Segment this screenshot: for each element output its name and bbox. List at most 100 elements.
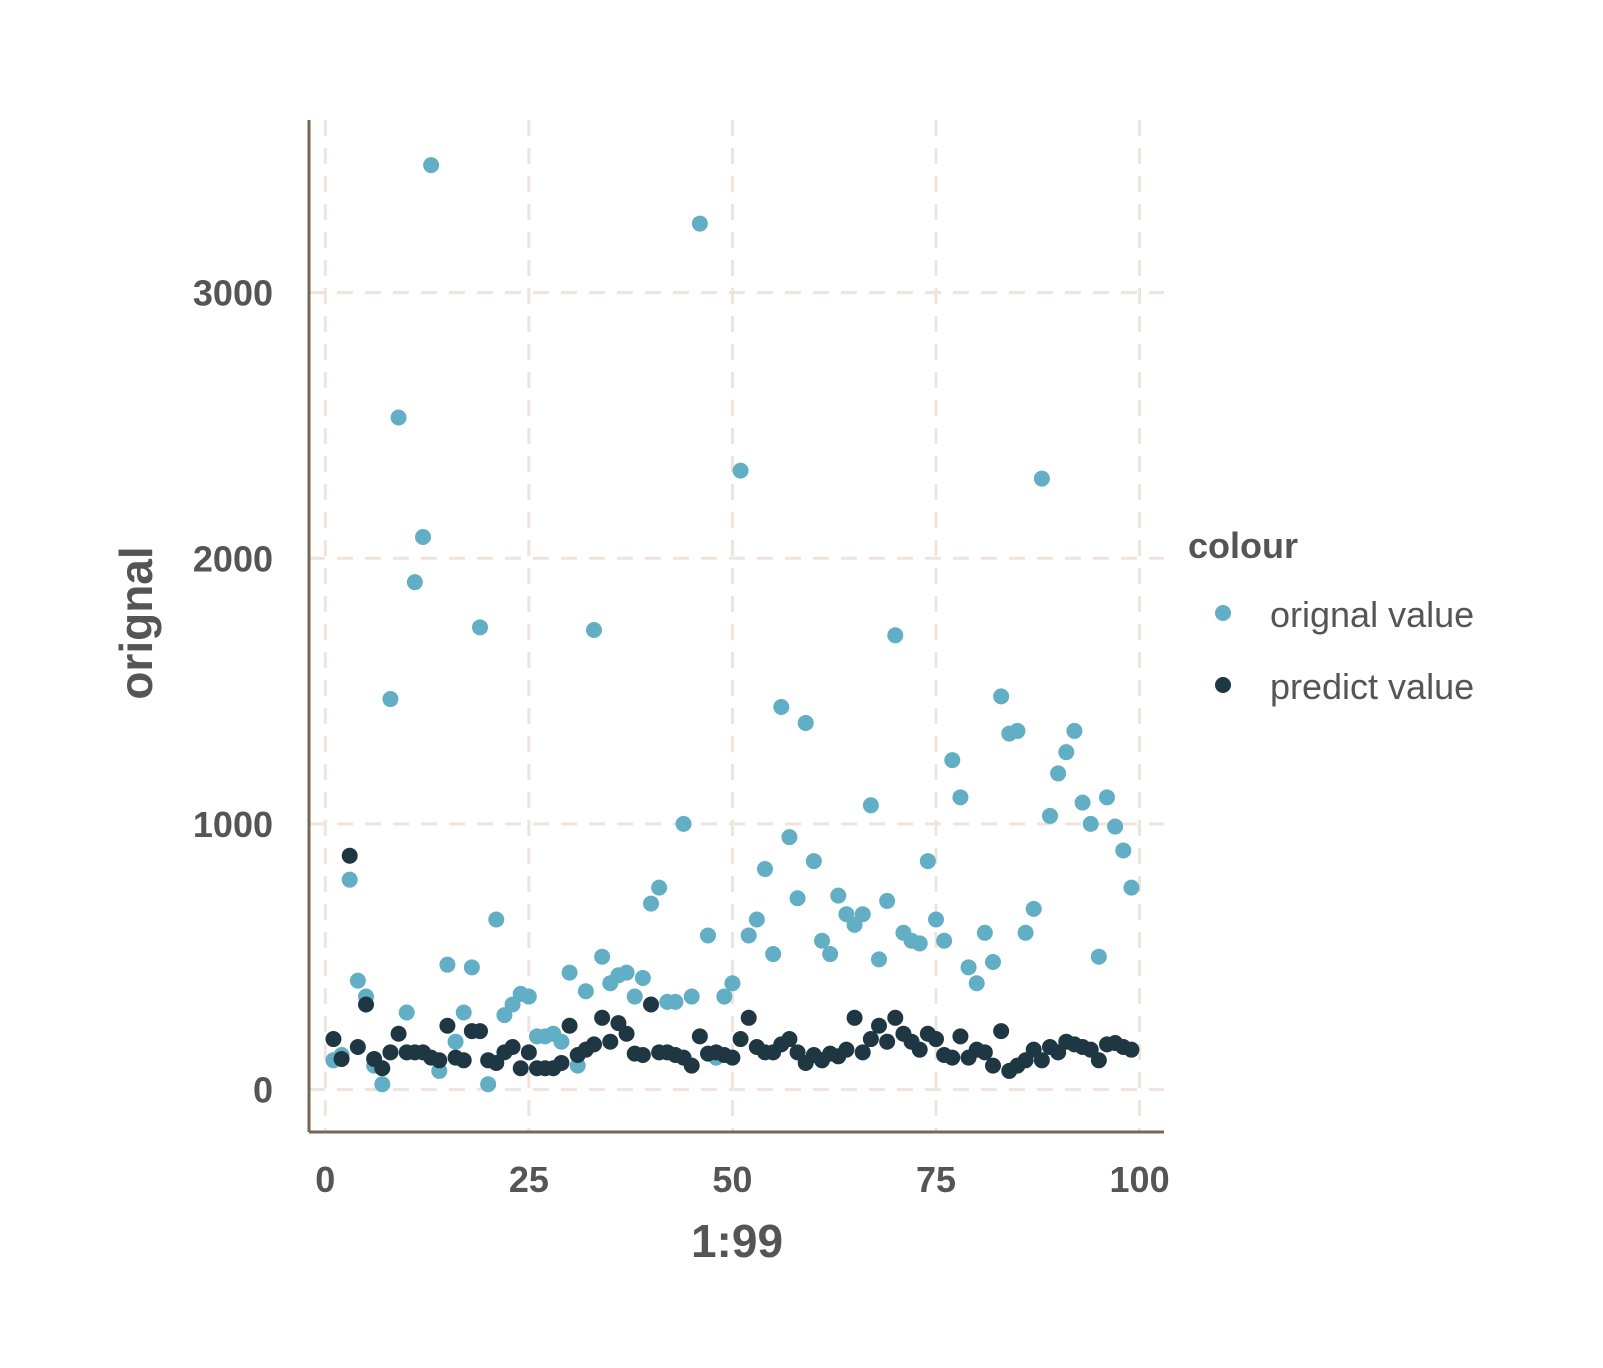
data-point — [691, 215, 708, 232]
data-point — [952, 1028, 969, 1045]
data-point — [512, 1060, 529, 1077]
y-tick-label: 2000 — [193, 538, 273, 579]
data-point — [634, 969, 651, 986]
y-tick-label: 0 — [253, 1070, 273, 1111]
data-point — [838, 1041, 855, 1058]
data-point — [854, 906, 871, 923]
data-point — [374, 1076, 391, 1093]
data-point — [455, 1052, 472, 1069]
legend-title: colour — [1188, 525, 1298, 566]
data-point — [691, 1028, 708, 1045]
data-point — [1123, 1041, 1140, 1058]
data-point — [634, 1046, 651, 1063]
data-point — [1090, 948, 1107, 965]
data-point — [993, 1023, 1010, 1040]
data-point — [871, 951, 887, 968]
data-point — [325, 1031, 342, 1048]
data-point — [1107, 818, 1124, 835]
data-point — [993, 688, 1010, 705]
data-point — [862, 1031, 879, 1048]
legend-label-orignal-value: orignal value — [1270, 594, 1474, 635]
data-point — [781, 1031, 798, 1048]
legend-label-predict-value: predict value — [1270, 666, 1474, 707]
data-point — [561, 964, 578, 981]
data-point — [700, 927, 716, 944]
data-point — [944, 752, 961, 769]
data-point — [382, 691, 399, 708]
data-point — [643, 996, 659, 1013]
data-point — [577, 983, 594, 1000]
data-point — [463, 959, 480, 976]
data-point — [1115, 842, 1132, 859]
legend: colour orignal value predict value — [1188, 525, 1474, 707]
data-point — [439, 956, 456, 973]
data-point — [618, 1025, 635, 1042]
data-point — [374, 1060, 391, 1077]
data-point — [594, 1009, 611, 1026]
data-point — [822, 946, 839, 963]
x-tick-label: 25 — [509, 1159, 549, 1200]
data-point — [724, 1049, 741, 1066]
data-point — [439, 1017, 456, 1034]
y-tick-label: 3000 — [193, 273, 273, 314]
data-point — [854, 1044, 871, 1061]
data-point — [1017, 924, 1034, 941]
data-point — [683, 988, 700, 1005]
data-point — [748, 911, 765, 928]
data-point — [911, 935, 928, 952]
axes — [307, 120, 1164, 1134]
data-point — [773, 699, 790, 716]
data-point — [683, 1057, 700, 1074]
data-point — [740, 1009, 757, 1026]
data-point — [602, 1033, 619, 1050]
data-point — [1123, 879, 1140, 896]
data-point — [879, 1033, 896, 1050]
data-point — [618, 964, 635, 981]
data-point — [814, 932, 830, 949]
data-point — [1025, 900, 1042, 917]
data-point — [732, 462, 749, 479]
data-point — [341, 871, 358, 888]
y-axis-title: orignal — [110, 546, 162, 699]
data-point — [488, 911, 505, 928]
x-tick-label: 100 — [1110, 1159, 1170, 1200]
data-point — [1058, 744, 1075, 761]
data-point — [586, 621, 602, 638]
data-point — [586, 1036, 602, 1053]
data-point — [431, 1052, 448, 1069]
data-point — [1074, 794, 1091, 811]
data-point — [651, 879, 668, 896]
data-point — [960, 959, 977, 976]
data-point — [1050, 765, 1067, 782]
data-point — [415, 529, 431, 546]
data-point — [626, 988, 643, 1005]
data-point — [423, 157, 440, 174]
legend-key-orignal-value — [1215, 605, 1231, 621]
data-point — [553, 1054, 570, 1071]
data-point — [1033, 1052, 1050, 1069]
data-point — [675, 815, 692, 832]
data-point — [765, 946, 782, 963]
data-point — [862, 797, 879, 814]
x-axis-tick-labels: 0 25 50 75 100 — [315, 1159, 1169, 1200]
data-point — [1099, 789, 1115, 806]
data-point — [472, 619, 488, 636]
data-point — [968, 975, 985, 992]
data-point — [976, 1044, 993, 1061]
data-point — [797, 714, 814, 731]
data-point — [928, 1031, 944, 1048]
data-point — [789, 890, 806, 907]
data-point — [928, 911, 944, 928]
data-point — [805, 853, 822, 870]
data-point — [667, 993, 684, 1010]
data-point — [358, 996, 374, 1013]
data-point — [830, 887, 847, 904]
data-point — [952, 789, 969, 806]
data-point — [406, 574, 423, 591]
data-point — [887, 627, 904, 644]
data-point — [887, 1009, 904, 1026]
data-point — [553, 1033, 570, 1050]
data-point — [781, 829, 798, 846]
data-point — [732, 1031, 749, 1048]
